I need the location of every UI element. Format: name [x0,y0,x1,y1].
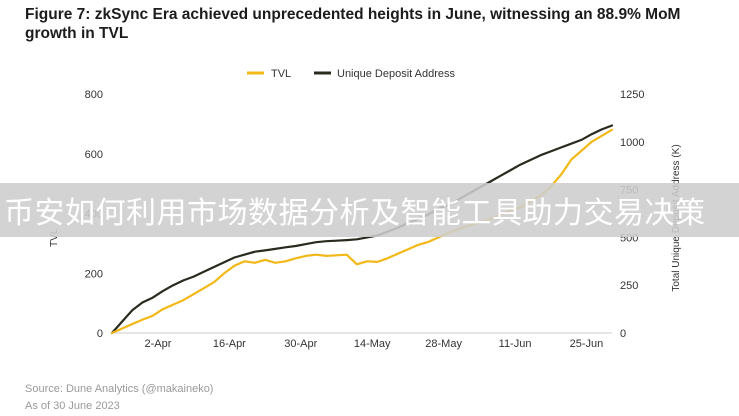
legend: TVL Unique Deposit Address [247,68,456,80]
x-tick-label: 30-Apr [284,338,317,350]
legend-label-tvl: TVL [271,68,291,80]
source-text: Source: Dune Analytics (@makaineko) [25,383,214,395]
right-tick-label: 0 [620,328,626,340]
watermark-banner: 币安如何利用市场数据分析及智能工具助力交易决策 [0,183,739,237]
series-line-unique-deposit-address [110,124,614,335]
source-note: Source: Dune Analytics (@makaineko) As o… [25,381,213,415]
left-tick-label: 800 [85,89,103,101]
right-tick-label: 1250 [620,89,644,101]
x-tick-label: 2-Apr [144,338,171,350]
left-axis-title: TVL [49,228,60,247]
left-tick-label: 200 [85,268,103,280]
x-tick-label: 11-Jun [499,338,532,350]
legend-label-unique-deposit-address: Unique Deposit Address [337,68,456,80]
right-tick-label: 1000 [620,137,644,149]
left-tick-label: 600 [85,149,103,161]
x-tick-label: 28-May [425,338,462,350]
as-of-text: As of 30 June 2023 [25,400,120,412]
x-tick-label: 14-May [354,338,391,350]
chart-title: Figure 7: zkSync Era achieved unpreceden… [25,6,681,42]
x-tick-label: 16-Apr [213,338,246,350]
x-axis: 2-Apr 16-Apr 30-Apr 14-May 28-May 11-Jun 25-Ju… [144,338,603,350]
watermark-text: 币安如何利用市场数据分析及智能工具助力交易决策 [4,196,706,231]
right-tick-label: 250 [620,280,638,292]
left-tick-label: 0 [97,328,103,340]
x-tick-label: 25-Jun [570,338,604,350]
